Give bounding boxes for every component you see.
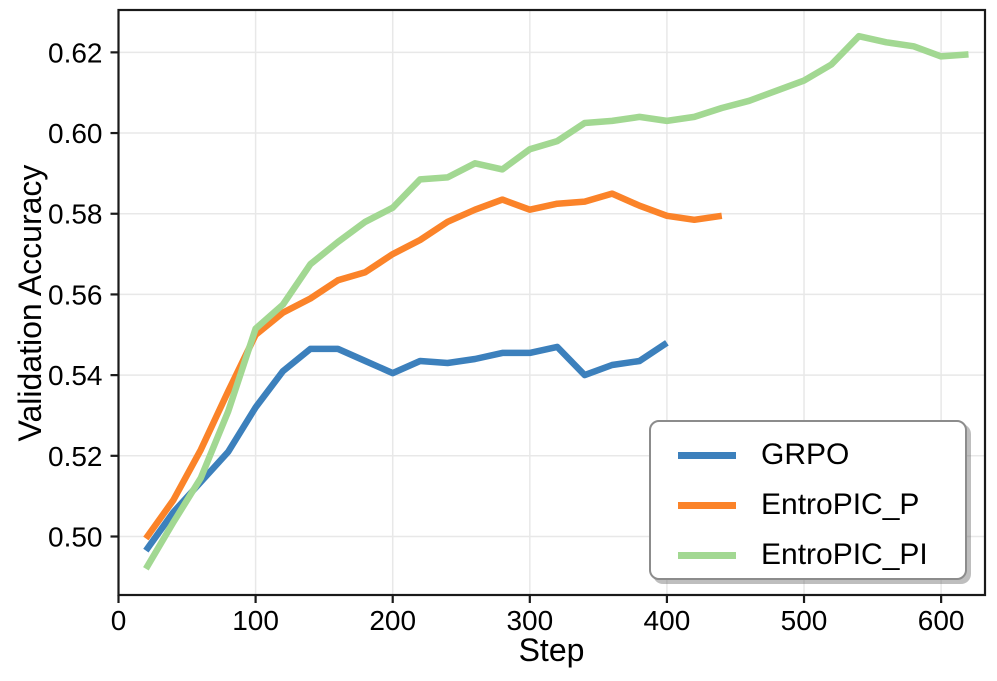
legend-swatch-entropic_p xyxy=(678,501,736,509)
series-line-entropic_p xyxy=(143,190,723,541)
x-axis-label: Step xyxy=(518,632,585,668)
legend-label: GRPO xyxy=(761,438,850,471)
y-axis-label: Validation Accuracy xyxy=(12,164,48,442)
legend-item-entropic_pi: EntroPIC_PI xyxy=(678,530,965,580)
x-tick-label: 600 xyxy=(918,605,965,636)
y-tick-label: 0.60 xyxy=(48,118,103,149)
y-tick-label: 0.50 xyxy=(48,522,103,553)
x-tick-label: 200 xyxy=(369,605,416,636)
y-tick-label: 0.58 xyxy=(48,199,103,230)
y-tick-label: 0.56 xyxy=(48,279,103,310)
y-tick-label: 0.54 xyxy=(48,360,103,391)
legend-item-grpo: GRPO xyxy=(678,430,965,480)
x-tick-label: 100 xyxy=(232,605,279,636)
x-tick-label: 0 xyxy=(111,605,127,636)
legend-label: EntroPIC_PI xyxy=(761,538,928,571)
y-tick-label: 0.52 xyxy=(48,441,103,472)
x-tick-label: 400 xyxy=(644,605,691,636)
y-tick-label: 0.62 xyxy=(48,37,103,68)
x-tick-label: 300 xyxy=(506,605,553,636)
legend-swatch-entropic_pi xyxy=(678,551,736,559)
legend-label: EntroPIC_P xyxy=(761,488,920,521)
series-line-grpo xyxy=(143,340,669,553)
plot-border xyxy=(117,8,987,597)
legend: GRPO EntroPIC_P EntroPIC_PI xyxy=(649,420,967,580)
x-tick-label: 500 xyxy=(781,605,828,636)
legend-swatch-grpo xyxy=(678,451,736,459)
series-line-entropic_pi xyxy=(143,32,969,571)
legend-item-entropic_p: EntroPIC_P xyxy=(678,480,965,530)
